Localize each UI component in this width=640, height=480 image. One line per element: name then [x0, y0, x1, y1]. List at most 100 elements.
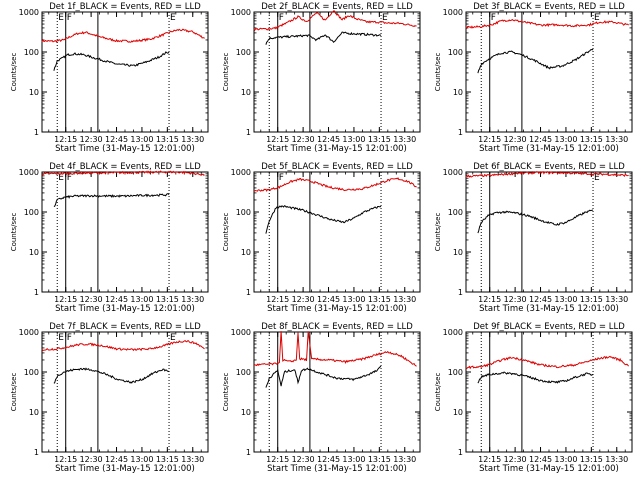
- x-tick-label: 13:00: [130, 455, 153, 464]
- events-series-line: [53, 51, 170, 71]
- y-axis-label: Counts/sec: [10, 213, 18, 252]
- marker-label: F: [491, 13, 496, 23]
- x-axis-label: Start Time (31-May-15 12:01:00): [267, 304, 407, 314]
- panel-6: Det 6f_BLACK = Events, RED = LLD 1 10 100 10…: [434, 162, 633, 314]
- marker-label: E: [170, 333, 176, 343]
- events-series-line: [53, 367, 170, 384]
- x-tick-label: 12:15: [266, 455, 289, 464]
- events-series-line: [265, 31, 382, 45]
- x-tick-label: 12:30: [80, 455, 103, 464]
- y-tick-label: 1: [34, 448, 39, 457]
- x-tick-label: 13:30: [393, 455, 416, 464]
- x-axis-label: Start Time (31-May-15 12:01:00): [479, 304, 619, 314]
- x-axis-label: Start Time (31-May-15 12:01:00): [55, 464, 195, 474]
- marker-label: E: [382, 13, 388, 23]
- plot-frame: [253, 331, 421, 453]
- y-axis-label: Counts/sec: [222, 53, 230, 92]
- x-tick-label: 13:15: [368, 455, 391, 464]
- y-tick-label: 1: [34, 128, 39, 137]
- x-tick-label: 13:15: [156, 135, 179, 144]
- x-tick-label: 12:45: [529, 135, 552, 144]
- x-tick-label: 12:45: [317, 455, 340, 464]
- y-tick-label: 1: [246, 128, 251, 137]
- y-tick-label: 1: [458, 128, 463, 137]
- y-tick-label: 10: [241, 248, 251, 257]
- x-tick-label: 13:30: [181, 455, 204, 464]
- y-axis-label: Counts/sec: [10, 53, 18, 92]
- y-tick-label: 100: [24, 208, 39, 217]
- lld-series-line: [253, 177, 417, 192]
- x-tick-label: 13:15: [580, 455, 603, 464]
- panel-title: Det 7f_BLACK = Events, RED = LLD: [49, 322, 201, 332]
- x-tick-label: 12:45: [105, 455, 128, 464]
- events-series-line: [265, 365, 382, 388]
- x-tick-label: 12:15: [266, 135, 289, 144]
- plot-frame: [41, 11, 209, 133]
- x-tick-label: 13:00: [130, 135, 153, 144]
- y-axis-label: Counts/sec: [10, 373, 18, 412]
- lld-series-line: [41, 339, 205, 352]
- x-tick-label: 12:30: [80, 135, 103, 144]
- x-tick-label: 13:15: [580, 295, 603, 304]
- y-tick-label: 1000: [443, 328, 463, 337]
- x-tick-label: 13:30: [393, 295, 416, 304]
- y-tick-label: 10: [241, 408, 251, 417]
- marker-label: F: [67, 173, 72, 183]
- x-tick-label: 13:15: [580, 135, 603, 144]
- panel-title: Det 8f_BLACK = Events, RED = LLD: [261, 322, 413, 332]
- panel-5: Det 5f_BLACK = Events, RED = LLD 1 10 100 10…: [222, 162, 421, 314]
- y-axis-label: Counts/sec: [434, 53, 442, 92]
- x-tick-label: 12:15: [478, 295, 501, 304]
- y-tick-label: 100: [236, 368, 251, 377]
- panel-title: Det 2f_BLACK = Events, RED = LLD: [261, 2, 413, 12]
- y-tick-label: 1000: [231, 168, 251, 177]
- marker-label: F: [67, 333, 72, 343]
- x-tick-label: 12:30: [504, 135, 527, 144]
- x-tick-label: 13:00: [342, 455, 365, 464]
- x-tick-label: 13:00: [342, 295, 365, 304]
- lld-series-line: [41, 170, 205, 176]
- panel-title: Det 6f_BLACK = Events, RED = LLD: [473, 162, 625, 172]
- y-axis-label: Counts/sec: [222, 373, 230, 412]
- x-tick-label: 13:00: [554, 295, 577, 304]
- y-tick-label: 1000: [19, 168, 39, 177]
- x-tick-label: 12:45: [529, 295, 552, 304]
- y-tick-label: 1000: [19, 328, 39, 337]
- x-tick-label: 12:15: [54, 135, 77, 144]
- lld-series-line: [465, 355, 629, 370]
- plot-frame: [465, 11, 633, 133]
- marker-label: E: [58, 333, 64, 343]
- marker-label: F: [67, 13, 72, 23]
- x-tick-label: 12:30: [504, 295, 527, 304]
- x-axis-label: Start Time (31-May-15 12:01:00): [55, 304, 195, 314]
- y-tick-label: 1000: [19, 8, 39, 17]
- plot-frame: [253, 11, 421, 133]
- panel-4: Det 4f_BLACK = Events, RED = LLD 1 10 100 10…: [10, 162, 209, 314]
- x-tick-label: 12:45: [317, 135, 340, 144]
- lld-series-line: [41, 28, 205, 43]
- panel-8: Det 8f_BLACK = Events, RED = LLD 1 10 100 10…: [222, 322, 421, 474]
- x-tick-label: 12:30: [504, 455, 527, 464]
- y-tick-label: 1: [246, 448, 251, 457]
- panel-9: Det 9f_BLACK = Events, RED = LLD 1 10 100 10…: [434, 322, 633, 474]
- y-axis-label: Counts/sec: [434, 213, 442, 252]
- marker-label: E: [58, 13, 64, 23]
- y-tick-label: 100: [448, 208, 463, 217]
- y-tick-label: 10: [241, 88, 251, 97]
- lld-series-line: [253, 10, 417, 32]
- y-tick-label: 1000: [231, 328, 251, 337]
- x-axis-label: Start Time (31-May-15 12:01:00): [55, 144, 195, 154]
- x-tick-label: 13:15: [156, 295, 179, 304]
- x-tick-label: 12:45: [317, 295, 340, 304]
- y-tick-label: 10: [453, 408, 463, 417]
- lld-series-line: [465, 170, 629, 178]
- panel-1: Det 1f_BLACK = Events, RED = LLD 1 10 100 10…: [10, 2, 209, 154]
- events-series-line: [477, 48, 594, 74]
- y-tick-label: 100: [448, 48, 463, 57]
- x-tick-label: 13:15: [368, 295, 391, 304]
- y-tick-label: 10: [29, 88, 39, 97]
- events-series-line: [265, 205, 382, 234]
- y-tick-label: 10: [29, 408, 39, 417]
- plot-frame: [253, 171, 421, 293]
